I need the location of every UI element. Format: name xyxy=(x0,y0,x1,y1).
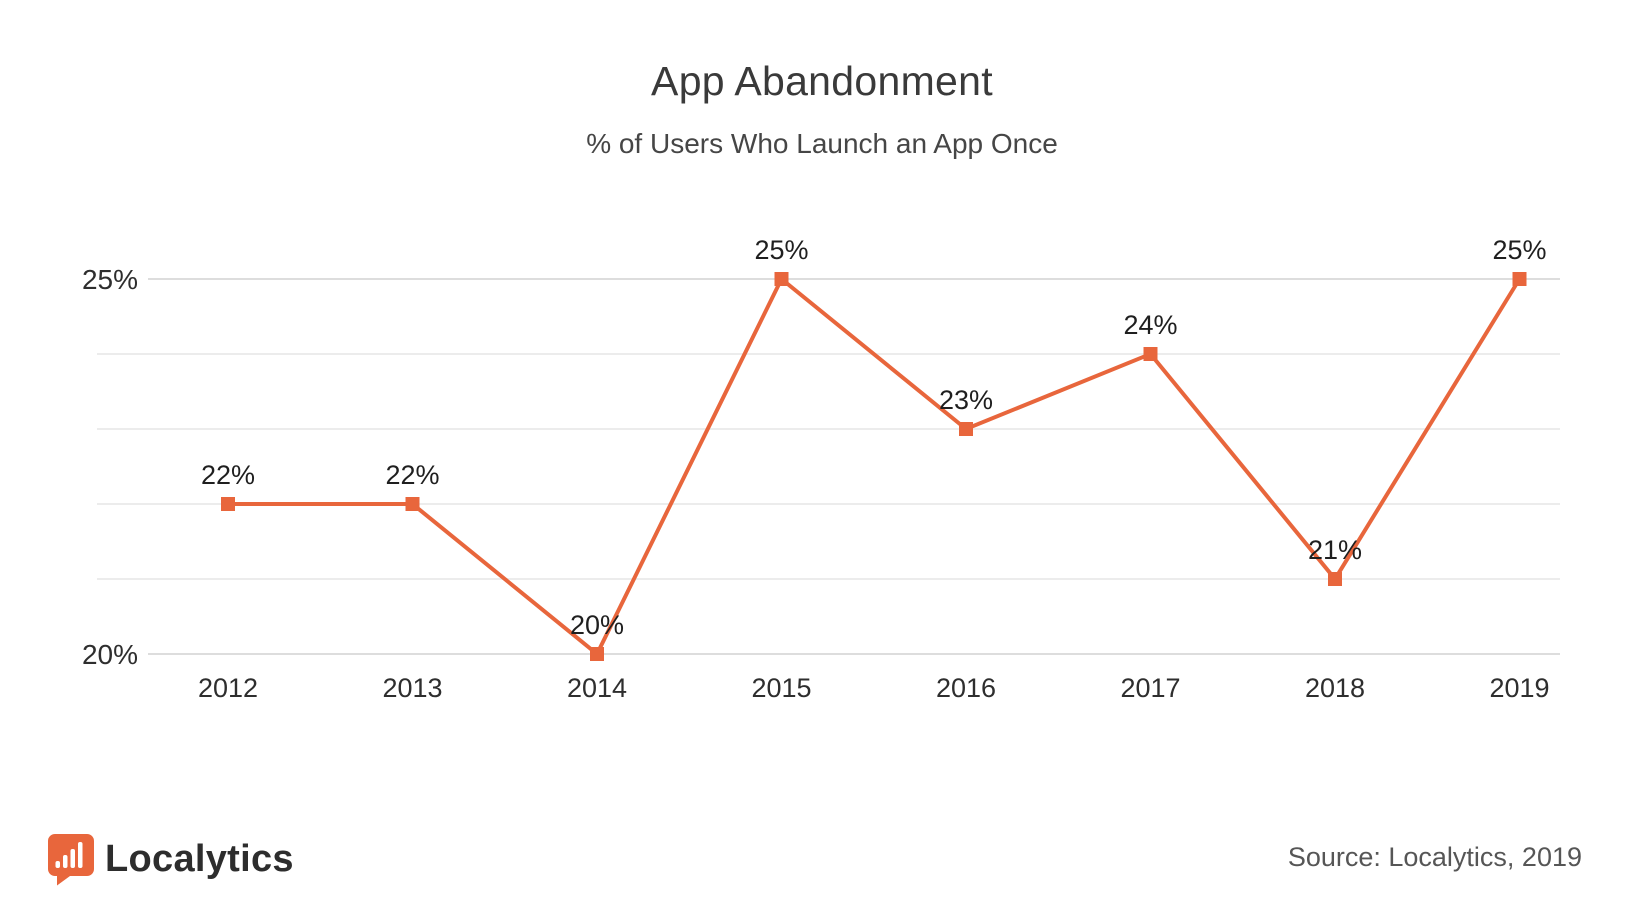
data-point-label: 25% xyxy=(1492,235,1546,265)
data-point-marker xyxy=(405,497,420,511)
logo-bars xyxy=(55,842,83,868)
x-tick-label: 2016 xyxy=(936,673,996,703)
localytics-logo-icon xyxy=(48,834,94,886)
x-tick-label: 2019 xyxy=(1489,673,1549,703)
data-point-marker xyxy=(1328,572,1342,586)
trend-line xyxy=(228,275,1522,658)
data-point-label: 20% xyxy=(570,610,624,640)
data-point-label: 22% xyxy=(385,460,439,490)
logo-wordmark: Localytics xyxy=(105,837,294,880)
localytics-logo: Localytics xyxy=(46,832,294,886)
data-point-marker xyxy=(774,272,789,286)
data-point-marker xyxy=(590,647,604,661)
data-point-label: 24% xyxy=(1123,310,1177,340)
source-attribution: Source: Localytics, 2019 xyxy=(1287,842,1582,872)
y-tick-label: 20% xyxy=(82,639,138,670)
x-tick-label: 2012 xyxy=(198,673,258,703)
x-tick-label: 2014 xyxy=(567,673,627,703)
data-point-label: 25% xyxy=(754,235,808,265)
chart-title: App Abandonment xyxy=(651,58,993,104)
data-point-marker xyxy=(1512,272,1527,286)
data-point-marker xyxy=(1143,347,1158,361)
data-point-label: 21% xyxy=(1308,535,1362,565)
data-point-marker xyxy=(221,497,235,511)
chart-subtitle: % of Users Who Launch an App Once xyxy=(586,128,1058,159)
data-point-label: 22% xyxy=(201,460,255,490)
data-point-label: 23% xyxy=(939,385,993,415)
x-tick-label: 2013 xyxy=(382,673,442,703)
x-tick-label: 2015 xyxy=(751,673,811,703)
data-point-marker xyxy=(959,422,973,436)
y-tick-label: 25% xyxy=(82,264,138,295)
x-tick-label: 2018 xyxy=(1305,673,1365,703)
x-tick-label: 2017 xyxy=(1120,673,1180,703)
